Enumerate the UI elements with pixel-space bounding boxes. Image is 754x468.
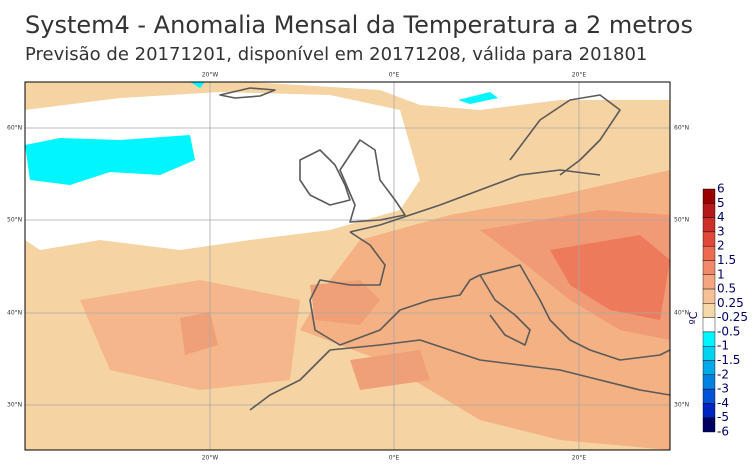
strong-warm-anomaly — [350, 350, 430, 390]
colorbar-label: 0.5 — [717, 282, 736, 296]
lat-label: 30°N — [674, 402, 689, 409]
neutral-area — [250, 82, 670, 110]
colorbar-segment — [702, 303, 716, 318]
colorbar-label: -3 — [717, 382, 729, 396]
cold-anomaly — [458, 92, 498, 104]
coastline — [329, 339, 670, 396]
coastline — [249, 349, 331, 411]
coastline — [479, 274, 531, 346]
strong-warm-anomaly — [180, 312, 218, 355]
lat-label: 40°N — [7, 310, 22, 317]
colorbar-segment — [702, 317, 716, 333]
lon-label: 20°W — [202, 72, 219, 79]
colorbar-segment — [702, 388, 716, 404]
colorbar-label: 0.25 — [717, 296, 744, 310]
colorbar-label: -6 — [717, 425, 729, 439]
coastline — [219, 87, 276, 99]
neutral-area — [25, 92, 420, 250]
colorbar-label: -0.25 — [717, 310, 748, 324]
cold-anomaly — [190, 82, 205, 88]
coastline — [339, 139, 406, 223]
title: System4 - Anomalia Mensal da Temperatura… — [25, 11, 693, 39]
colorbar-label: -1 — [717, 339, 729, 353]
colorbar-segment — [702, 346, 716, 361]
coastline — [349, 169, 601, 233]
colorbar-unit: ºC — [687, 311, 700, 324]
colorbar-segment — [702, 360, 716, 376]
colorbar-label: -1.5 — [717, 353, 740, 367]
colorbar-label: -2 — [717, 367, 729, 381]
strong-warm-anomaly — [550, 235, 670, 320]
lon-label: 20°E — [572, 72, 587, 79]
colorbar-segment — [702, 274, 716, 290]
lon-label: 20°E — [572, 455, 587, 462]
colorbar-segment — [702, 188, 716, 204]
colorbar-segment — [702, 374, 716, 390]
cold-anomaly — [25, 135, 195, 185]
colorbar-segment — [702, 217, 716, 233]
colorbar-segment — [702, 245, 716, 261]
colorbar-label: 2 — [717, 239, 725, 253]
lat-label: 50°N — [674, 217, 689, 224]
subtitle: Previsão de 20171201, disponível em 2017… — [25, 44, 647, 65]
lat-label: 60°N — [7, 125, 22, 132]
coastline — [299, 149, 351, 206]
colorbar-segment — [702, 417, 716, 433]
colorbar-label: 6 — [717, 182, 725, 196]
colorbar-segment — [702, 203, 716, 218]
strong-warm-anomaly — [310, 280, 380, 325]
colorbar-segment — [702, 331, 716, 347]
colorbar-label: -5 — [717, 410, 729, 424]
colorbar-label: 1.5 — [717, 253, 736, 267]
lon-label: 20°W — [202, 455, 219, 462]
colorbar-segment — [702, 231, 716, 247]
colorbar-label: 5 — [717, 196, 725, 210]
lon-label: 0°E — [389, 455, 400, 462]
map — [25, 82, 670, 450]
colorbar-label: 1 — [717, 267, 725, 281]
lon-label: 0°E — [389, 72, 400, 79]
coastline — [309, 231, 670, 361]
colorbar-segment — [702, 288, 716, 304]
map-frame — [24, 81, 671, 451]
lat-label: 50°N — [7, 217, 22, 224]
colorbar-label: 4 — [717, 210, 725, 224]
colorbar-segment — [702, 403, 716, 418]
colorbar-segment — [702, 260, 716, 275]
colorbar-label: 3 — [717, 224, 725, 238]
lat-label: 30°N — [7, 402, 22, 409]
colorbar: 654321.510.50.25-0.25-0.5-1-1.5-2-3-4-5-… — [702, 182, 748, 439]
grid — [25, 82, 670, 450]
coastlines — [219, 87, 670, 411]
coastline — [509, 94, 621, 176]
lat-label: 60°N — [674, 125, 689, 132]
colorbar-label: -0.5 — [717, 324, 740, 338]
lat-label: 40°N — [674, 310, 689, 317]
colorbar-label: -4 — [717, 396, 729, 410]
